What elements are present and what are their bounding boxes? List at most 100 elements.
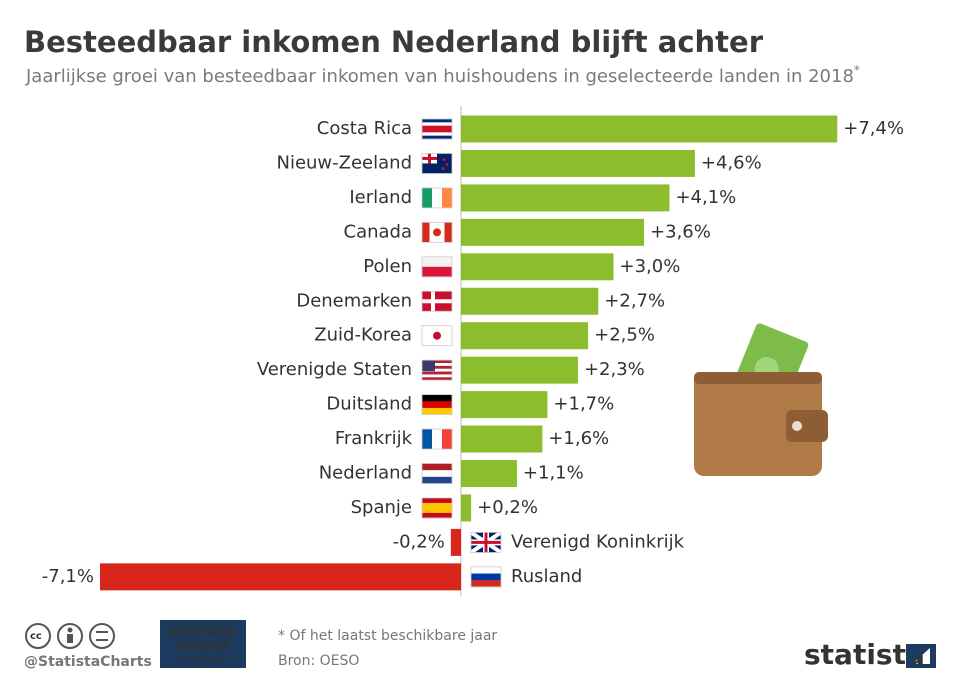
flag (421, 118, 453, 140)
flag-part (422, 119, 452, 123)
flag (421, 394, 453, 416)
bar (461, 391, 548, 419)
bar (461, 115, 838, 143)
bar (461, 149, 695, 177)
flag-part (422, 476, 452, 484)
value-label: +1,6% (548, 428, 609, 449)
value-label: +2,5% (594, 325, 655, 346)
flag-part (422, 360, 452, 364)
flag-part (433, 331, 441, 340)
flag-part (422, 156, 437, 160)
partner-line: BUSINESS (170, 625, 237, 639)
flag-border (421, 325, 453, 347)
flag-part (422, 299, 452, 304)
value-label: +1,7% (553, 394, 614, 415)
flag-part (422, 470, 452, 478)
flag-part (422, 256, 452, 268)
category-label: Verenigd Koninkrijk (511, 531, 685, 552)
partner-line: NEDERLAND (178, 656, 228, 665)
flag-part (422, 371, 452, 375)
bar (461, 322, 589, 350)
flag (421, 221, 453, 243)
bar (461, 356, 578, 384)
value-label: +1,1% (523, 463, 584, 484)
flag (421, 463, 453, 484)
flag-border (421, 290, 453, 312)
flag-part (471, 566, 501, 574)
flag-part (422, 394, 452, 402)
footnote: * Of het laatst beschikbare jaar (278, 628, 497, 644)
category-label: Frankrijk (335, 428, 413, 449)
flag-part (422, 377, 452, 381)
value-label: +7,4% (843, 118, 904, 139)
subtitle-mark: * (854, 63, 860, 77)
flag-border (421, 187, 453, 209)
flag-part (432, 429, 443, 450)
value-label: +4,6% (701, 152, 762, 173)
flag-part (433, 228, 441, 237)
flag (421, 325, 453, 347)
flag-border (421, 118, 453, 140)
category-label: Nieuw-Zeeland (276, 152, 412, 173)
bar (450, 528, 461, 556)
flag-part (422, 368, 452, 372)
category-label: Polen (363, 256, 412, 277)
flag-part (422, 363, 452, 367)
partner-line: INSIDER (175, 640, 230, 654)
bar (461, 253, 614, 281)
category-label: Costa Rica (317, 118, 412, 139)
flag (470, 566, 502, 588)
flag-part (422, 407, 452, 415)
flag-part (422, 502, 452, 509)
value-label: -7,1% (42, 566, 94, 587)
bar (461, 460, 517, 487)
cc-symbol: cc (30, 631, 42, 642)
flag (421, 256, 453, 278)
flag-part (442, 187, 453, 208)
flag-part (422, 266, 452, 278)
value-label: +2,3% (584, 359, 645, 380)
value-label: +4,1% (675, 187, 736, 208)
flag-part (471, 580, 501, 588)
chart-title: Besteedbaar inkomen Nederland blijft ach… (24, 25, 764, 59)
flag-part (422, 463, 452, 471)
flag-part (432, 187, 443, 208)
flag-part (422, 497, 452, 504)
flag-part (441, 166, 445, 170)
cc-icons (25, 623, 115, 649)
handle: @StatistaCharts (24, 654, 152, 670)
flag-part (471, 573, 501, 581)
bar (461, 218, 645, 246)
flag-part (445, 162, 449, 166)
category-label: Duitsland (326, 394, 412, 415)
source: Bron: OESO (278, 653, 359, 669)
category-label: Nederland (319, 463, 412, 484)
brand: statista (804, 638, 925, 671)
bar (100, 563, 461, 591)
bar (461, 184, 670, 212)
flag (421, 153, 453, 174)
flag-part (444, 222, 453, 243)
flag-part (422, 222, 430, 243)
flag-border (421, 463, 453, 484)
flag-part (422, 429, 433, 450)
value-label: -0,2% (393, 531, 445, 552)
flag-part (422, 135, 452, 140)
flag (421, 428, 453, 450)
flag (421, 187, 453, 209)
category-label: Denemarken (296, 290, 412, 311)
value-label: +2,7% (604, 290, 665, 311)
flag-part (442, 157, 446, 161)
flag-border (421, 428, 453, 450)
flag-part (422, 122, 452, 126)
flag-border (470, 532, 502, 553)
chart-subtitle: Jaarlijkse groei van besteedbaar inkomen… (25, 63, 860, 88)
flag-border (421, 394, 453, 416)
flag (469, 530, 503, 555)
subtitle-text: Jaarlijkse groei van besteedbaar inkomen… (25, 66, 854, 87)
bar (461, 425, 543, 453)
flag-border (421, 153, 453, 174)
flag-part (422, 507, 452, 514)
category-label: Rusland (511, 566, 582, 587)
